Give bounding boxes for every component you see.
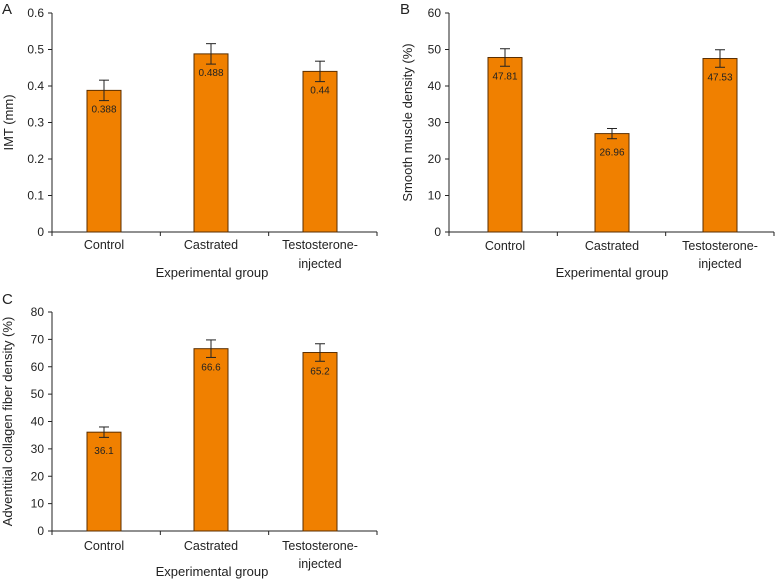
y-tick-label: 50 [428,43,442,57]
bar [702,58,738,233]
x-tick-label: Testosterone- [682,239,758,253]
y-tick-label: 20 [428,152,442,166]
x-tick-label: injected [698,257,741,271]
data-label: 0.44 [310,85,330,96]
x-tick-label: Control [84,539,124,553]
x-tick-label: Castrated [184,539,238,553]
y-tick-label: 0.5 [27,43,44,57]
y-tick-label: 0.3 [27,116,44,130]
y-tick-label: 0 [37,524,44,538]
data-label: 47.53 [707,73,732,84]
y-axis-title: IMT (mm) [1,94,16,150]
x-axis-title: Experimental group [556,265,669,280]
data-label: 0.488 [198,68,223,79]
y-tick-label: 0.4 [27,79,44,93]
y-axis-title: Adventitial collagen fiber density (%) [0,317,15,527]
data-label: 65.2 [310,367,330,378]
y-tick-label: 40 [31,415,45,429]
x-tick-label: injected [298,257,341,271]
data-label: 36.1 [94,446,114,457]
y-tick-label: 30 [428,116,442,130]
y-tick-label: 10 [428,189,442,203]
data-label: 66.6 [201,363,221,374]
y-axis-title: Smooth muscle density (%) [400,43,415,201]
chart-panel-a: A 0 0.1 0.2 0.3 0.4 0.5 0.6 0.388 Control 0.488 Ca… [1,1,378,280]
y-tick-label: 0.1 [27,189,44,203]
data-label: 47.81 [492,71,517,82]
x-tick-label: Castrated [184,238,238,252]
chart-panel-c: C 0 10 20 30 40 50 60 70 80 36.1 Control 66.6 Castra… [0,291,378,579]
y-tick-label: 0.6 [27,6,44,20]
bar [487,56,523,233]
y-tick-label: 0 [37,225,44,239]
bar [86,431,122,532]
y-tick-label: 70 [31,332,45,346]
x-tick-label: Control [485,239,525,253]
y-tick-label: 0.2 [27,152,44,166]
x-axis-title: Experimental group [156,265,269,280]
panel-letter-b: B [400,1,410,18]
chart-panel-b: B 0 10 20 30 40 50 60 47.81 Control 26.96 Castrate… [400,1,775,280]
x-axis-title: Experimental group [156,564,269,579]
data-label: 0.388 [91,104,116,115]
bar [193,348,229,532]
y-tick-label: 0 [434,225,441,239]
y-tick-label: 50 [31,387,45,401]
data-label: 26.96 [599,148,624,159]
y-tick-label: 20 [31,469,45,483]
bar [193,53,229,233]
x-tick-label: Castrated [585,239,639,253]
bar [302,70,338,233]
y-tick-label: 80 [31,305,45,319]
x-tick-label: injected [298,557,341,571]
y-tick-label: 10 [31,497,45,511]
x-tick-label: Testosterone- [282,238,358,252]
x-tick-label: Testosterone- [282,539,358,553]
y-tick-label: 60 [31,360,45,374]
bar [86,89,122,233]
y-tick-label: 30 [31,442,45,456]
panel-letter-c: C [2,291,13,308]
panel-letter-a: A [2,1,12,18]
x-tick-label: Control [84,238,124,252]
y-tick-label: 60 [428,6,442,20]
bar [302,352,338,532]
y-tick-label: 40 [428,79,442,93]
